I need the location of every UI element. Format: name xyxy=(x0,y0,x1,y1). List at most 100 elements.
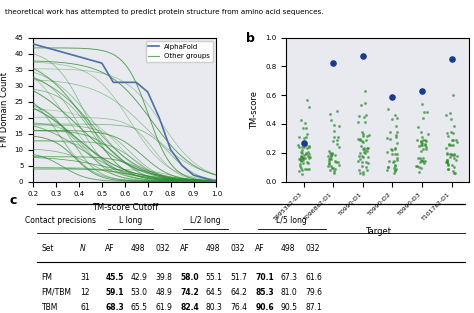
Point xyxy=(301,166,309,171)
Point xyxy=(421,159,429,164)
Point xyxy=(305,145,313,150)
Point xyxy=(443,159,450,164)
Point xyxy=(361,120,369,125)
Point xyxy=(417,142,425,147)
Point xyxy=(364,148,371,153)
Point xyxy=(356,171,364,176)
Text: 65.5: 65.5 xyxy=(130,303,147,312)
Point xyxy=(326,149,333,154)
Text: 45.5: 45.5 xyxy=(105,273,124,281)
Point xyxy=(443,157,451,162)
Point xyxy=(299,158,306,163)
Text: 31: 31 xyxy=(80,273,90,281)
Point xyxy=(355,158,362,163)
Point xyxy=(454,153,461,158)
Point xyxy=(327,117,335,122)
Text: L/2 long: L/2 long xyxy=(190,216,221,224)
Point xyxy=(335,162,343,167)
Point xyxy=(335,124,343,129)
X-axis label: Target: Target xyxy=(365,227,391,236)
Text: 498: 498 xyxy=(281,244,295,253)
Point xyxy=(446,155,454,160)
Point xyxy=(415,124,422,129)
Point xyxy=(391,146,398,151)
Point xyxy=(383,167,391,172)
Point xyxy=(415,170,422,175)
Point xyxy=(393,156,401,161)
Point xyxy=(297,166,304,171)
Point xyxy=(329,166,337,171)
Point xyxy=(303,97,311,102)
Text: 61.9: 61.9 xyxy=(155,303,172,312)
Point xyxy=(360,149,367,154)
Point xyxy=(306,152,313,157)
Point xyxy=(364,160,372,165)
Text: AF: AF xyxy=(255,244,265,253)
Point xyxy=(306,154,313,159)
Text: 90.6: 90.6 xyxy=(255,303,274,312)
Point xyxy=(303,132,310,137)
Point xyxy=(294,143,302,148)
Text: 42.9: 42.9 xyxy=(130,273,147,281)
Point xyxy=(326,156,333,161)
Point xyxy=(359,131,367,136)
Point xyxy=(360,115,367,120)
Point xyxy=(417,155,424,160)
Point xyxy=(297,118,304,123)
Point xyxy=(391,113,399,118)
Point xyxy=(413,138,420,143)
Point xyxy=(296,162,304,167)
Point xyxy=(359,139,366,144)
Point xyxy=(334,160,341,165)
Point xyxy=(413,164,420,169)
Point xyxy=(297,154,304,159)
Text: 12: 12 xyxy=(80,288,90,297)
Point xyxy=(450,156,457,161)
Point xyxy=(422,138,430,143)
Point xyxy=(443,151,451,156)
Point xyxy=(362,113,369,118)
Point xyxy=(305,144,312,149)
Text: 48.9: 48.9 xyxy=(155,288,172,297)
Point xyxy=(356,114,363,119)
Point xyxy=(359,54,367,59)
Point xyxy=(300,152,307,157)
Point xyxy=(301,155,309,160)
Point xyxy=(443,131,450,136)
Point xyxy=(295,168,302,173)
Point xyxy=(365,155,372,160)
Point xyxy=(305,156,312,161)
Point xyxy=(305,167,312,172)
Point xyxy=(295,135,302,140)
Point xyxy=(391,151,398,156)
Point xyxy=(299,155,306,160)
Point xyxy=(298,171,306,176)
Point xyxy=(324,153,332,158)
Text: 39.8: 39.8 xyxy=(155,273,172,281)
Point xyxy=(452,137,460,142)
Text: 498: 498 xyxy=(205,244,220,253)
Point xyxy=(391,169,399,174)
Point xyxy=(389,147,396,152)
Text: 76.4: 76.4 xyxy=(230,303,247,312)
Point xyxy=(362,151,369,156)
Point xyxy=(356,137,364,142)
Point xyxy=(442,113,450,118)
Point xyxy=(385,158,393,163)
Point xyxy=(413,163,421,168)
Point xyxy=(302,150,310,155)
Point xyxy=(387,147,394,152)
Point xyxy=(302,143,310,148)
Text: 032: 032 xyxy=(155,244,170,253)
Point xyxy=(305,104,312,109)
Point xyxy=(422,137,429,142)
Point xyxy=(393,140,401,145)
Point xyxy=(418,88,426,93)
Point xyxy=(301,120,309,125)
Text: 58.0: 58.0 xyxy=(180,273,199,281)
Point xyxy=(331,158,339,163)
Point xyxy=(297,158,305,163)
Point xyxy=(452,157,460,162)
Point xyxy=(330,134,338,139)
Point xyxy=(359,154,367,159)
